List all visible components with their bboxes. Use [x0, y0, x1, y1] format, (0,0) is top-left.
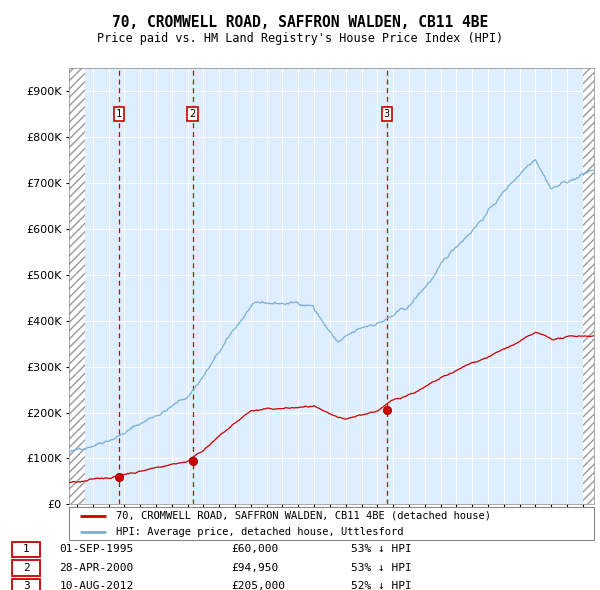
- Text: £60,000: £60,000: [232, 545, 279, 555]
- Text: 10-AUG-2012: 10-AUG-2012: [59, 581, 134, 590]
- Text: 2: 2: [23, 563, 29, 573]
- Text: HPI: Average price, detached house, Uttlesford: HPI: Average price, detached house, Uttl…: [116, 527, 404, 537]
- Text: 1: 1: [116, 109, 122, 119]
- Text: 01-SEP-1995: 01-SEP-1995: [59, 545, 134, 555]
- Text: 53% ↓ HPI: 53% ↓ HPI: [350, 563, 411, 573]
- FancyBboxPatch shape: [69, 507, 594, 540]
- Text: 70, CROMWELL ROAD, SAFFRON WALDEN, CB11 4BE: 70, CROMWELL ROAD, SAFFRON WALDEN, CB11 …: [112, 15, 488, 30]
- Text: 53% ↓ HPI: 53% ↓ HPI: [350, 545, 411, 555]
- Text: £205,000: £205,000: [232, 581, 286, 590]
- Text: 3: 3: [23, 581, 29, 590]
- FancyBboxPatch shape: [12, 560, 40, 576]
- Text: £94,950: £94,950: [232, 563, 279, 573]
- Bar: [583, 68, 594, 504]
- Text: Price paid vs. HM Land Registry's House Price Index (HPI): Price paid vs. HM Land Registry's House …: [97, 32, 503, 45]
- Text: 28-APR-2000: 28-APR-2000: [59, 563, 134, 573]
- FancyBboxPatch shape: [12, 579, 40, 590]
- Text: 3: 3: [384, 109, 390, 119]
- Bar: [69, 68, 85, 504]
- Text: 70, CROMWELL ROAD, SAFFRON WALDEN, CB11 4BE (detached house): 70, CROMWELL ROAD, SAFFRON WALDEN, CB11 …: [116, 510, 491, 520]
- Text: 1: 1: [23, 545, 29, 555]
- Text: 2: 2: [190, 109, 196, 119]
- Text: 52% ↓ HPI: 52% ↓ HPI: [350, 581, 411, 590]
- FancyBboxPatch shape: [12, 542, 40, 557]
